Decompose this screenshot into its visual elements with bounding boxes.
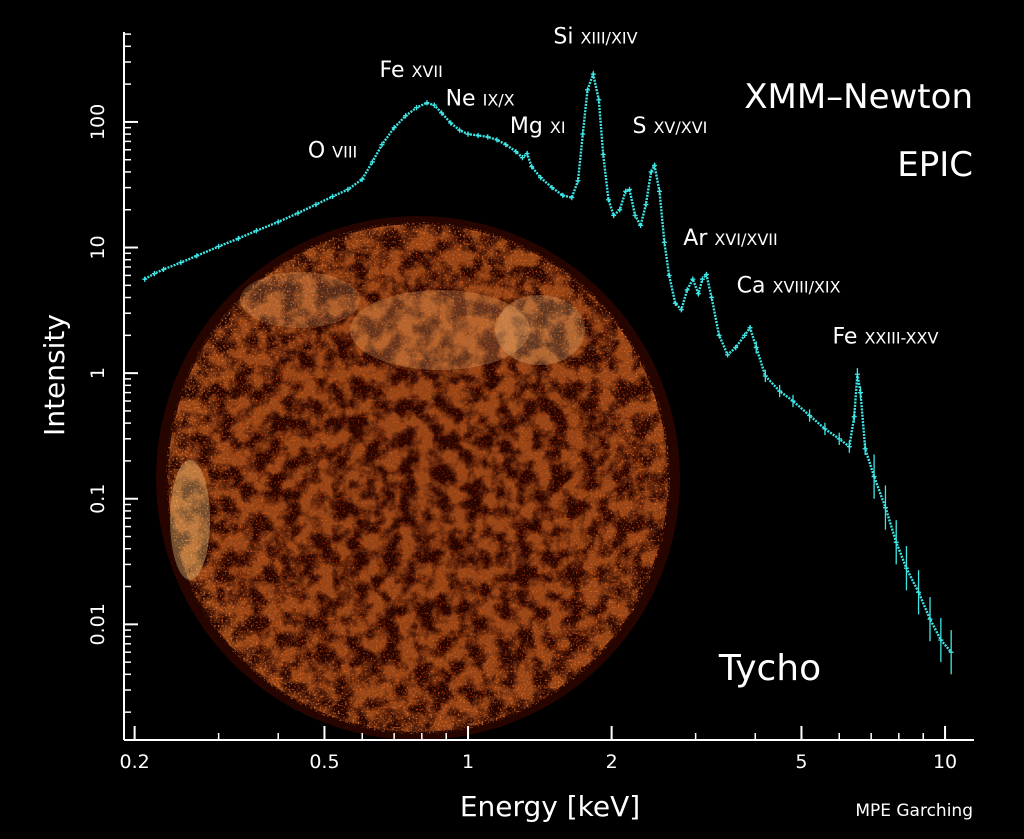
- credit-label: MPE Garching: [855, 801, 973, 821]
- x-axis-label: Energy [keV]: [460, 790, 640, 823]
- x-tick-label: 10: [933, 751, 957, 773]
- instrument-title: XMM–Newton: [744, 77, 973, 117]
- x-tick-label: 0.2: [120, 751, 150, 773]
- line-annotation: Mg XI: [510, 114, 566, 139]
- remnant-image: [156, 216, 680, 740]
- line-annotation: O VIII: [308, 139, 357, 164]
- line-annotation: Ca XVIII/XIX: [737, 273, 841, 298]
- y-tick-label: 0.01: [87, 603, 109, 645]
- y-tick-label: 0.1: [87, 484, 109, 514]
- instrument-subtitle: EPIC: [897, 145, 973, 185]
- y-tick-label: 100: [87, 104, 109, 140]
- line-annotation: Fe XVII: [380, 58, 443, 83]
- x-tick-label: 5: [795, 751, 807, 773]
- y-tick-label: 10: [87, 235, 109, 259]
- line-annotation: Si XIII/XIV: [553, 25, 637, 50]
- x-tick-label: 2: [606, 751, 618, 773]
- x-tick-label: 1: [462, 751, 474, 773]
- spectrum-series: [142, 69, 954, 675]
- y-tick-label: 1: [87, 367, 109, 379]
- line-annotation: S XV/XVI: [632, 114, 707, 139]
- line-annotation: Ne IX/X: [446, 87, 515, 112]
- line-annotation: Ar XVI/XVII: [683, 226, 777, 251]
- spectrum-line: [144, 69, 953, 653]
- target-label: Tycho: [718, 648, 821, 689]
- line-annotation: Fe XXIII-XXV: [832, 325, 938, 350]
- x-tick-label: 0.5: [309, 751, 339, 773]
- y-axis-label: Intensity: [38, 314, 71, 436]
- axes: 0.2 0.5 1 2 5 10 100 10 1 0.1 0.01: [87, 32, 974, 773]
